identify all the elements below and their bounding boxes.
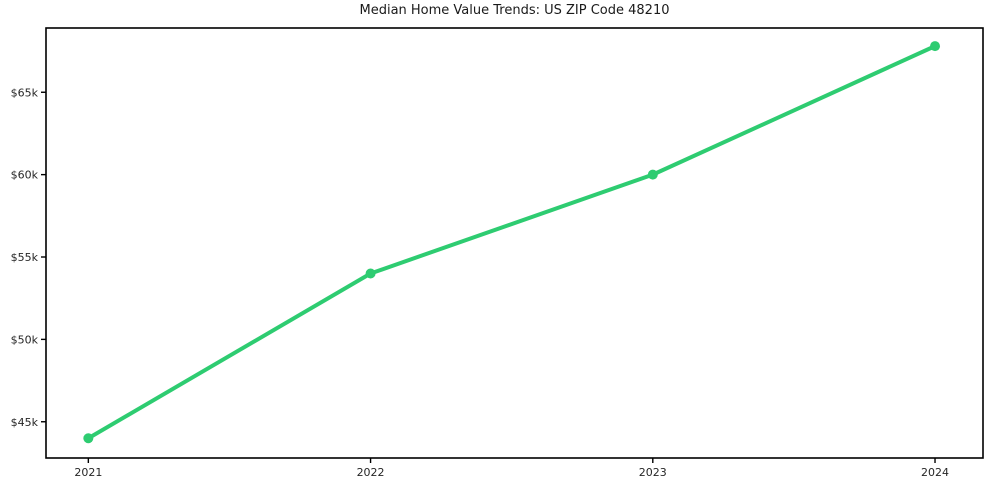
y-tick-label: $60k xyxy=(11,169,39,182)
y-tick-label: $45k xyxy=(11,416,39,429)
plot-border xyxy=(45,27,984,459)
data-point-marker xyxy=(365,268,376,279)
chart-title: Median Home Value Trends: US ZIP Code 48… xyxy=(359,3,670,18)
y-tick-label: $65k xyxy=(11,86,39,99)
x-tick-label: 2022 xyxy=(357,466,385,479)
x-tick-label: 2023 xyxy=(639,466,667,479)
y-tick-label: $55k xyxy=(11,251,39,264)
data-point-marker xyxy=(83,433,94,444)
data-point-marker xyxy=(930,41,941,52)
x-tick-label: 2021 xyxy=(74,466,102,479)
x-tick-label: 2024 xyxy=(921,466,949,479)
trend-line xyxy=(86,44,938,441)
data-point-marker xyxy=(647,169,658,180)
y-tick-label: $50k xyxy=(11,333,39,346)
